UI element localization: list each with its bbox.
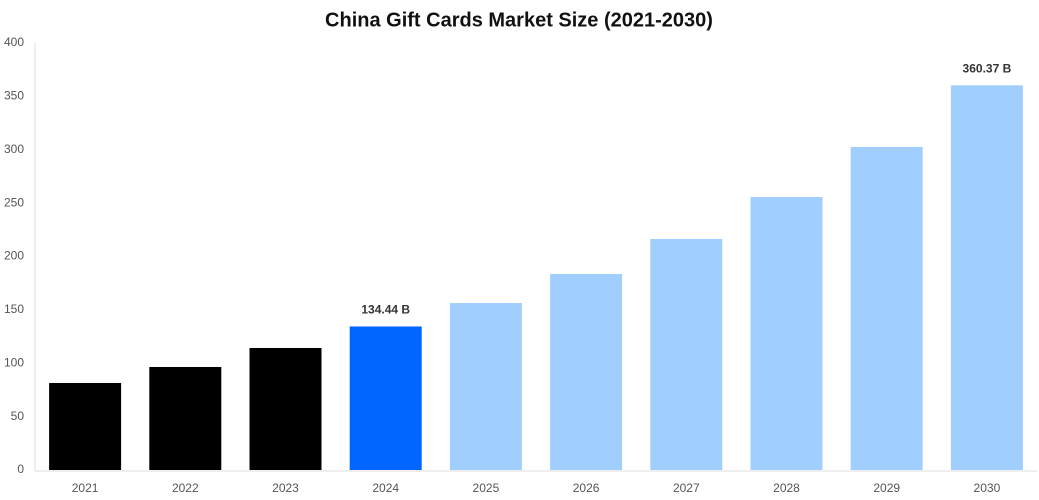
y-tick-label: 100 [4, 355, 24, 369]
bar [449, 303, 522, 470]
chart-title: China Gift Cards Market Size (2021-2030) [325, 9, 713, 31]
y-tick-label: 0 [17, 462, 24, 476]
bar [249, 347, 322, 470]
y-tick-label: 400 [4, 35, 24, 49]
x-tick-label: 2026 [573, 481, 600, 495]
y-tick-label: 300 [4, 142, 24, 156]
x-tick-label: 2021 [72, 481, 99, 495]
x-tick-label: 2027 [673, 481, 700, 495]
bar [650, 238, 723, 470]
x-tick-label: 2028 [773, 481, 800, 495]
bar [950, 85, 1023, 470]
x-tick-label: 2023 [272, 481, 299, 495]
bar [149, 366, 222, 470]
value-label: 134.44 B [361, 303, 410, 317]
x-tick-label: 2030 [974, 481, 1001, 495]
value-label: 360.37 B [963, 61, 1012, 75]
x-tick-label: 2022 [172, 481, 199, 495]
bar [850, 146, 923, 471]
bar [349, 326, 422, 470]
bar [750, 197, 823, 470]
bar [49, 382, 122, 470]
bar [550, 274, 623, 470]
y-tick-label: 50 [11, 409, 25, 423]
y-tick-label: 350 [4, 89, 24, 103]
x-tick-label: 2024 [372, 481, 399, 495]
x-tick-label: 2029 [873, 481, 900, 495]
y-tick-label: 150 [4, 302, 24, 316]
y-tick-label: 200 [4, 249, 24, 263]
y-tick-label: 250 [4, 195, 24, 209]
x-tick-label: 2025 [473, 481, 500, 495]
